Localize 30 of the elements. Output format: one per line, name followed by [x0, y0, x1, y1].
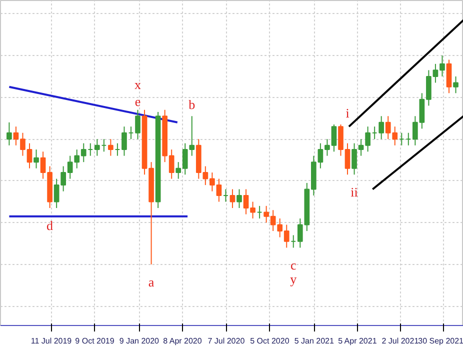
candlestick: [122, 126, 127, 156]
candlestick: [230, 188, 236, 209]
x-tick-label: 5 Jan 2021: [294, 336, 335, 346]
x-tick-label: 30 Sep 2021: [418, 336, 463, 346]
candlestick: [453, 76, 458, 94]
candlestick: [236, 188, 242, 209]
x-tick-label: 5 Oct 2020: [250, 336, 290, 346]
x-tick-label: 9 Jan 2020: [119, 336, 160, 346]
annotation: ii: [350, 184, 358, 200]
x-tick-label: 2 Jul 2021: [382, 336, 420, 346]
candlestick: [6, 122, 12, 146]
annotation: e: [134, 94, 141, 109]
annotation: y: [290, 272, 298, 287]
x-tick-label: 8 Apr 2020: [163, 336, 202, 346]
annotation: b: [188, 97, 196, 112]
x-tick-label: 9 Oct 2019: [75, 336, 115, 346]
annotation: x: [134, 76, 142, 92]
x-tick-label: 7 Jul 2020: [208, 336, 246, 346]
candlestick: [378, 116, 384, 140]
candlestick: [94, 138, 100, 156]
annotation: c: [290, 258, 296, 273]
candlestick: [34, 149, 39, 169]
candlestick: [135, 109, 140, 140]
annotation: d: [46, 218, 54, 234]
annotation: a: [148, 274, 154, 290]
candlestick: [108, 138, 114, 156]
candlestick: [446, 59, 452, 94]
x-tick-label: 5 Apr 2021: [338, 336, 378, 346]
x-tick-label: 11 Jul 2019: [30, 336, 72, 346]
annotation: i: [346, 105, 350, 120]
